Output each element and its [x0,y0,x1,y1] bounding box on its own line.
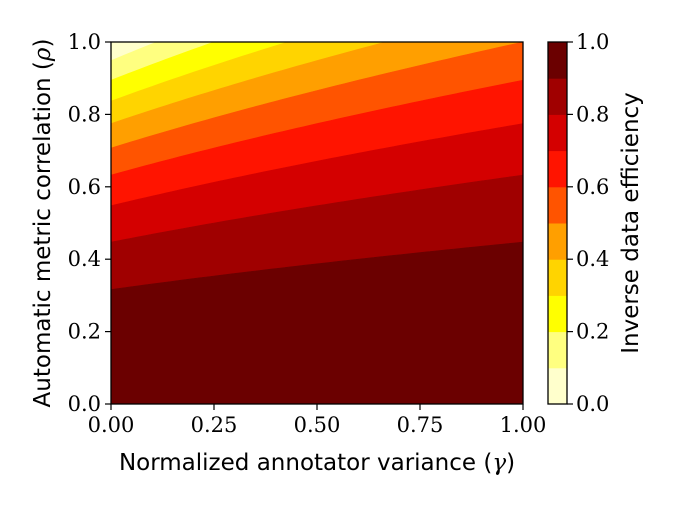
colorbar-tick-label: 0.6 [576,175,609,199]
colorbar-tick-label: 1.0 [576,30,609,54]
colorbar-tick-label: 0.0 [576,392,609,416]
colorbar-segment [548,78,567,115]
y-tick-label: 0.6 [68,175,101,199]
y-axis-label: Automatic metric correlation (ρ) [30,39,56,408]
colorbar-segment [548,259,567,296]
contour-band [111,42,215,81]
contour-bands [111,42,523,404]
colorbar-segment [548,114,567,152]
colorbar-ticks: 0.0 0.2 0.4 0.6 0.8 1.0 [567,30,609,416]
x-axis-ticks: 0.00 0.25 0.50 0.75 1.00 [88,404,547,437]
colorbar-tick-label: 0.8 [576,102,609,126]
colorbar-segment [548,295,567,333]
x-tick-label: 0.50 [294,413,341,437]
y-tick-label: 0.8 [68,102,101,126]
colorbar-tick-label: 0.4 [576,247,609,271]
y-axis-ticks: 0.0 0.2 0.4 0.6 0.8 1.0 [68,30,111,416]
y-tick-label: 1.0 [68,30,101,54]
y-tick-label: 0.2 [68,320,101,344]
x-axis-label: Normalized annotator variance (γ) [119,450,515,476]
colorbar-segment [548,42,567,79]
colorbar-label: Inverse data efficiency [618,92,644,354]
colorbar [548,42,567,405]
colorbar-segment [548,150,567,188]
x-tick-label: 0.75 [397,413,444,437]
colorbar-segment [548,331,567,369]
colorbar-frame [547,41,568,405]
colorbar-segment [548,223,567,260]
colorbar-segment [548,186,567,224]
y-tick-label: 0.0 [68,392,101,416]
y-tick-label: 0.4 [68,247,101,271]
colorbar-tick-label: 0.2 [576,320,609,344]
contour-band [111,42,158,61]
colorbar-segment [548,367,567,405]
x-tick-label: 0.25 [191,413,238,437]
contour-band [111,241,523,404]
x-tick-label: 1.00 [500,413,547,437]
x-tick-label: 0.00 [88,413,135,437]
